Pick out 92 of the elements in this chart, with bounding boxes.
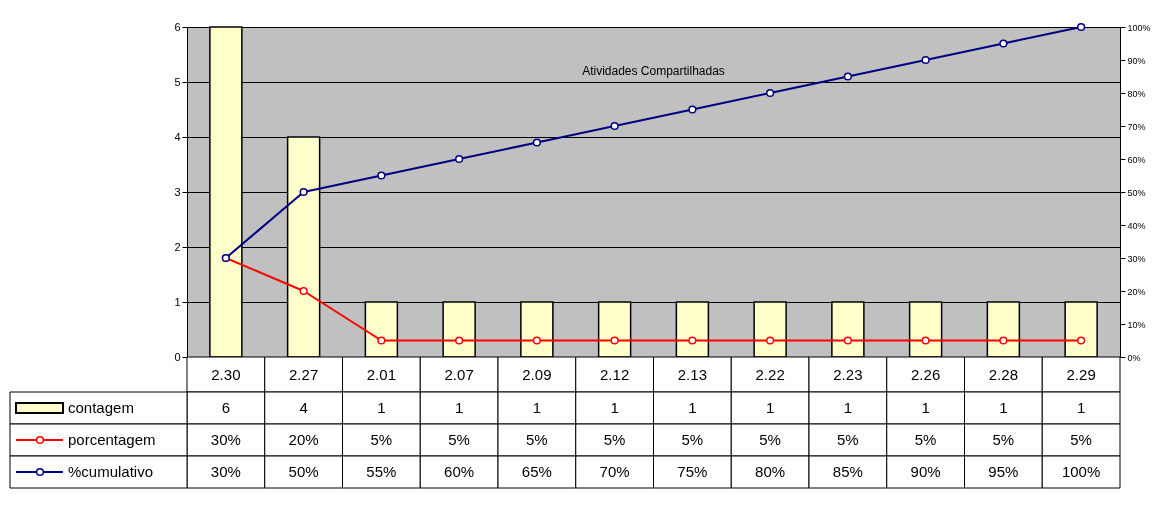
x-tick-label: 2.13 [677,365,707,383]
y-tick-label: 5 [174,75,181,88]
point [610,121,619,131]
y-tick-label: 4 [174,130,181,143]
point [766,88,775,98]
point [1077,336,1086,345]
data-label: 75% [677,463,708,480]
x-tick-label: 2.28 [988,365,1018,383]
y-tick-label: 1 [174,295,181,308]
legend-label: %cumulativo [68,463,154,480]
data-label: 1 [688,399,697,416]
legend-label: contagem [68,399,134,416]
y2-tick-label: 10% [1127,319,1146,330]
x-tick-label: 2.07 [444,365,474,383]
data-label: 5% [992,431,1015,448]
x-tick-label: 2.12 [600,365,630,383]
point [921,55,930,65]
data-label: 5% [1070,431,1092,448]
y2-tick-label: 60% [1127,154,1146,165]
data-label: 1 [377,399,386,416]
data-label: 5% [914,431,937,448]
y2-tick-label: 80% [1127,88,1146,99]
data-label: 1 [999,399,1008,416]
data-label: 5% [370,431,393,448]
data-label: 5% [603,431,626,448]
data-label: 5% [448,431,470,448]
data-label: 1 [921,399,930,416]
data-label: 55% [366,463,397,480]
y2-tick-label: 0% [1127,352,1141,363]
data-label: 20% [288,431,319,448]
legend-label: porcentagem [68,431,156,448]
point [610,336,619,345]
point [455,336,464,345]
data-label: 1 [454,399,464,416]
data-label: 70% [599,463,630,480]
data-label: 90% [910,463,941,480]
point [299,187,308,197]
data-label: 65% [521,463,552,480]
data-label: 30% [210,463,241,480]
point [1077,22,1086,32]
data-label: 100% [1061,463,1101,480]
x-tick-label: 2.30 [211,365,241,383]
data-label: 1 [532,399,542,416]
data-label: 30% [210,431,241,448]
data-label: 1 [765,399,775,416]
point [532,336,541,345]
x-tick-label: 2.01 [366,365,396,383]
x-tick-label: 2.22 [755,365,785,383]
x-tick-label: 2.09 [522,365,552,383]
point [766,336,775,345]
x-tick-label: 2.29 [1066,365,1096,383]
data-label: 50% [288,463,319,480]
y2-tick-label: 90% [1127,55,1146,66]
y-tick-label: 2 [174,240,181,253]
y-tick-label: 6 [174,20,181,33]
x-tick-label: 2.26 [911,365,941,383]
data-label: 80% [755,463,786,480]
point [377,336,386,345]
data-label: 5% [759,431,781,448]
data-label: 6 [221,399,231,416]
point [688,105,697,114]
data-label: 1 [1076,399,1086,416]
point [999,39,1008,48]
x-tick-label: 2.27 [289,365,319,383]
y2-tick-label: 70% [1127,121,1146,132]
point [377,171,386,180]
y2-tick-label: 20% [1127,286,1146,297]
y2-tick-label: 100% [1127,22,1151,33]
data-label: 60% [444,463,475,480]
data-label: 1 [843,399,853,416]
text: Atividades Compartilhadas [582,64,725,78]
y2-tick-label: 40% [1127,220,1146,231]
point [999,336,1008,345]
y-tick-label: 0 [174,350,181,363]
point [843,72,852,81]
y-tick-label: 3 [174,185,181,198]
point [299,286,308,296]
point [532,138,541,147]
point [843,336,852,345]
y2-tick-label: 30% [1127,253,1146,264]
y2-tick-label: 50% [1127,187,1146,198]
data-label: 85% [832,463,863,480]
data-label: 5% [837,431,859,448]
point [455,154,464,164]
data-label: 95% [988,463,1019,480]
x-tick-label: 2.23 [833,365,863,383]
data-label: 1 [610,399,619,416]
point [921,336,930,345]
data-label: 4 [299,399,308,416]
data-label: 5% [526,431,548,448]
data-label: 5% [681,431,704,448]
point [688,336,697,345]
